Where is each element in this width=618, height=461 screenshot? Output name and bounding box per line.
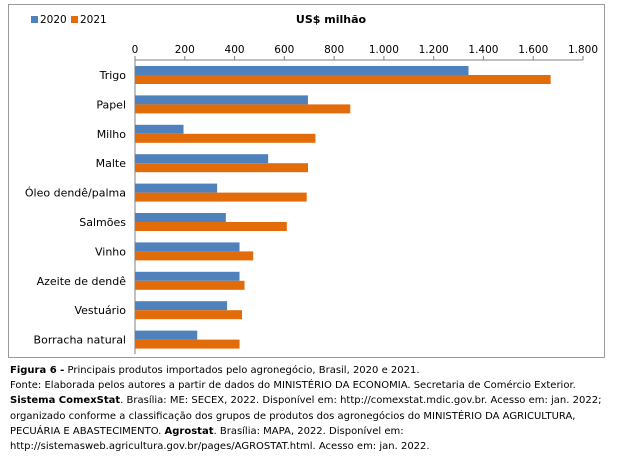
category-label: Malte [96, 157, 127, 170]
x-tick-label: 1.400 [468, 44, 498, 56]
category-label: Óleo dendê/palma [25, 187, 126, 200]
bar-2021-4 [135, 163, 308, 173]
legend-label-2020: 2020 [40, 14, 67, 26]
x-tick-label: 200 [175, 44, 195, 56]
figure-text: Principais produtos importados pelo agro… [64, 365, 420, 376]
figure-title: Figura 6 - Principais produtos importado… [10, 363, 610, 378]
category-label: Papel [96, 98, 126, 111]
bar-2020-1 [135, 66, 469, 75]
bar-2021-2 [135, 104, 351, 114]
x-tick-label: 0 [132, 44, 139, 56]
source-part-a: Fonte: Elaborada pelos autores a partir … [10, 380, 576, 392]
category-label: Milho [97, 128, 127, 141]
bar-2021-7 [135, 251, 254, 261]
legend-label-2021: 2021 [80, 14, 107, 26]
bar-2021-9 [135, 310, 243, 320]
figure-source: Fonte: Elaborada pelos autores a partir … [10, 378, 610, 454]
bar-chart: 2020 2021 US$ milhão 0 200 400 600 800 1.000 1.… [25, 13, 598, 354]
bar-2021-8 [135, 280, 245, 290]
figure-caption: Figura 6 - Principais produtos importado… [10, 363, 610, 454]
figure-label: Figura 6 - [10, 365, 65, 376]
category-label: Azeite de dendê [37, 275, 127, 288]
category-label: Trigo [99, 69, 127, 82]
legend-swatch-2021 [71, 16, 78, 23]
category-label: Borracha natural [34, 334, 126, 347]
category-label: Vestuário [74, 304, 126, 317]
x-tick-label: 400 [225, 44, 245, 56]
x-tick-label: 1.000 [369, 44, 399, 56]
category-label: Salmões [79, 216, 126, 229]
bar-2020-7 [135, 242, 240, 252]
bar-2020-9 [135, 301, 228, 311]
bar-2021-10 [135, 339, 240, 349]
bar-2020-8 [135, 271, 240, 281]
x-axis: 0 200 400 600 800 1.000 1.200 1.400 1.600 1.800 [132, 44, 598, 354]
chart-title: US$ milhão [296, 13, 367, 26]
bar-2021-5 [135, 192, 307, 202]
x-tick-label: 1.800 [568, 44, 598, 56]
x-tick-label: 800 [324, 44, 344, 56]
x-tick-label: 600 [274, 44, 294, 56]
x-tick-label: 1.200 [419, 44, 449, 56]
bar-2021-3 [135, 133, 316, 143]
bar-2021-1 [135, 75, 551, 84]
source-part-e: . Brasília: MAPA, 2022. Disponível em: h… [10, 425, 430, 453]
bar-2021-6 [135, 222, 287, 231]
legend: 2020 2021 [31, 14, 107, 26]
bar-2020-6 [135, 213, 226, 222]
category-labels: Trigo Papel Milho Malte Óleo dendê/palma Salm… [25, 69, 126, 347]
x-tick-label: 1.600 [518, 44, 548, 56]
source-part-d: Agrostat [164, 425, 214, 437]
source-part-c: . Brasília: ME: SECEX, 2022. Disponível … [10, 395, 602, 437]
chart-frame: 2020 2021 US$ milhão 0 200 400 600 800 1.000 1.… [8, 4, 605, 358]
category-label: Vinho [95, 245, 126, 258]
bar-2020-10 [135, 330, 198, 340]
source-part-b: Sistema ComexStat [10, 395, 121, 407]
bars [135, 66, 551, 349]
bar-2020-4 [135, 154, 269, 164]
bar-2020-5 [135, 183, 218, 193]
bar-2020-3 [135, 124, 184, 134]
legend-swatch-2020 [31, 16, 38, 23]
bar-2020-2 [135, 95, 308, 105]
